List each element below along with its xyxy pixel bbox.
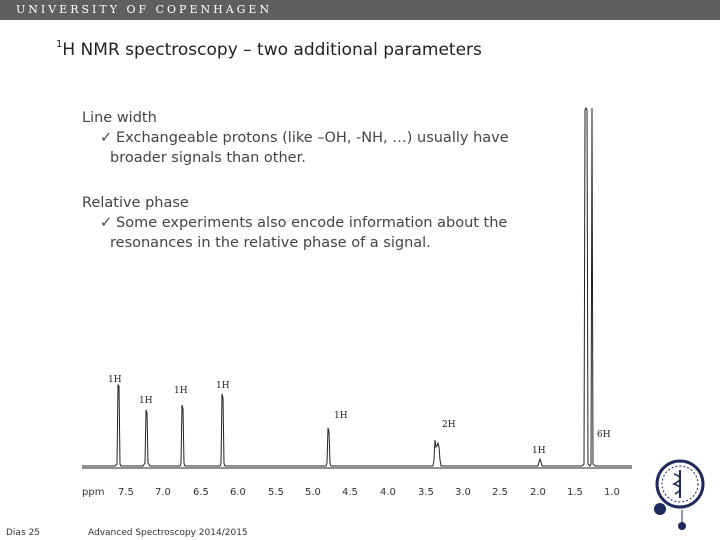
peak-label: 1H [108,375,122,385]
axis-tick: 5.5 [268,487,284,498]
peak-label: 1H [216,381,230,391]
bullet-line-width-detail: ✓ Exchangeable protons (like –OH, -NH, …)… [100,128,509,168]
detail-line: resonances in the relative phase of a si… [110,235,431,251]
axis-tick: 3.5 [418,487,434,498]
axis-tick: 6.5 [193,487,209,498]
axis-tick: 4.0 [380,487,396,498]
axis-tick: 1.0 [604,487,620,498]
bullet-relative-phase: Relative phase [82,195,189,211]
slide-title: 1H NMR spectroscopy – two additional par… [56,39,482,60]
bullet-relative-phase-detail: ✓ Some experiments also encode informatio… [100,213,509,253]
detail-line: Exchangeable protons (like –OH, -NH, …) … [116,130,509,146]
peak-label: 6H [597,430,611,440]
axis-tick: 7.0 [155,487,171,498]
peak-label: 1H [334,411,348,421]
header-bar: UNIVERSITY OF COPENHAGEN [0,0,720,20]
axis-tick: 5.0 [305,487,321,498]
axis-tick: 2.5 [492,487,508,498]
axis-tick: 1.5 [567,487,583,498]
peak-label: 2H [442,420,456,430]
university-name: UNIVERSITY OF COPENHAGEN [16,3,273,16]
slide-body: Line width ✓ Exchangeable protons (like –… [82,108,509,253]
axis-unit: ppm [82,487,104,498]
axis-tick: 3.0 [455,487,471,498]
detail-line: broader signals than other. [110,150,306,166]
university-seal-icon [654,459,705,530]
axis-tick: 2.0 [530,487,546,498]
bullet-line-width: Line width [82,110,157,126]
axis-tick: 7.5 [118,487,134,498]
course-name: Advanced Spectroscopy 2014/2015 [88,528,248,538]
detail-line: Some experiments also encode information… [116,215,508,231]
peak-label: 1H [174,386,188,396]
slide-number: Dias 25 [6,528,40,538]
axis-tick: 6.0 [230,487,246,498]
title-superscript: 1 [56,39,63,51]
peak-label: 1H [532,446,546,456]
axis-tick: 4.5 [342,487,358,498]
checkmark-icon: ✓ [100,130,113,146]
peak-label: 1H [139,396,153,406]
title-text: H NMR spectroscopy – two additional para… [62,40,482,60]
checkmark-icon: ✓ [100,215,113,231]
spectrum-trace [82,106,632,467]
